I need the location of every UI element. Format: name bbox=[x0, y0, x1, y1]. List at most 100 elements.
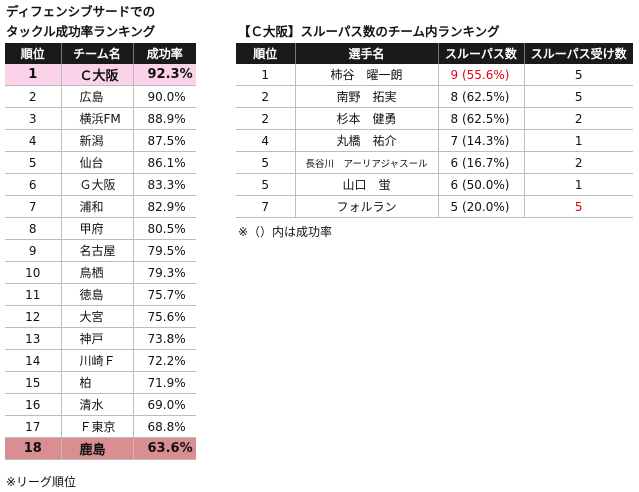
through-passes-cell: 8 (62.5%) bbox=[438, 107, 525, 130]
team-name-cell: Ｆ東京 bbox=[61, 415, 134, 438]
table-row: 12 大宮 75.6% bbox=[5, 305, 196, 328]
team-name-cell: Ｇ大阪 bbox=[61, 173, 134, 196]
rank-cell: 15 bbox=[5, 371, 62, 394]
success-rate-cell: 79.5% bbox=[133, 239, 196, 262]
header-through-passes: スルーパス数 bbox=[438, 43, 525, 64]
success-rate-cell: 69.0% bbox=[133, 393, 196, 416]
through-passes-received-cell: 5 bbox=[524, 85, 633, 108]
table-row: 7 フォルラン 5 (20.0%) 5 bbox=[236, 195, 633, 218]
success-rate-cell: 71.9% bbox=[133, 371, 196, 394]
left-title-line1: ディフェンシブサードでの bbox=[6, 4, 156, 19]
rank-cell: 12 bbox=[5, 305, 62, 328]
through-passes-received-cell: 5 bbox=[524, 195, 633, 218]
team-name-cell: 清水 bbox=[61, 393, 134, 416]
table-row: 17 Ｆ東京 68.8% bbox=[5, 415, 196, 438]
table-row: 2 南野 拓実 8 (62.5%) 5 bbox=[236, 85, 633, 108]
player-name-cell: 柿谷 曜一朗 bbox=[295, 64, 439, 86]
table-row: 2 広島 90.0% bbox=[5, 85, 196, 108]
success-rate-cell: 90.0% bbox=[133, 85, 196, 108]
team-name-cell: 徳島 bbox=[61, 283, 134, 306]
table-row: 18 鹿島 63.6% bbox=[5, 437, 196, 460]
team-name-cell: 鹿島 bbox=[61, 437, 134, 460]
success-rate-cell: 88.9% bbox=[133, 107, 196, 130]
right-title: 【Ｃ大阪】スルーパス数のチーム内ランキング bbox=[238, 24, 500, 39]
through-passes-received-cell: 1 bbox=[524, 129, 633, 152]
table-row: 1 Ｃ大阪 92.3% bbox=[5, 64, 196, 86]
table-row: 13 神戸 73.8% bbox=[5, 327, 196, 350]
team-name-cell: 浦和 bbox=[61, 195, 134, 218]
through-passes-received-cell: 1 bbox=[524, 173, 633, 196]
success-rate-cell: 72.2% bbox=[133, 349, 196, 372]
rank-cell: 7 bbox=[5, 195, 62, 218]
through-passes-cell: 8 (62.5%) bbox=[438, 85, 525, 108]
table-header-row: 順位 選手名 スルーパス数 スルーパス受け数 bbox=[236, 43, 633, 64]
success-rate-note: ※（）内は成功率 bbox=[238, 225, 333, 239]
through-passes-received-cell: 5 bbox=[524, 64, 633, 86]
rank-cell: 7 bbox=[236, 195, 296, 218]
rank-cell: 2 bbox=[236, 85, 296, 108]
header-rank: 順位 bbox=[236, 43, 296, 64]
team-name-cell: 名古屋 bbox=[61, 239, 134, 262]
success-rate-cell: 83.3% bbox=[133, 173, 196, 196]
player-name-cell: 南野 拓実 bbox=[295, 85, 439, 108]
success-rate-cell: 92.3% bbox=[133, 64, 196, 86]
rank-cell: 11 bbox=[5, 283, 62, 306]
team-name-cell: 横浜FM bbox=[61, 107, 134, 130]
through-passes-cell: 9 (55.6%) bbox=[438, 64, 525, 86]
through-passes-cell: 6 (16.7%) bbox=[438, 151, 525, 174]
table-row: 4 丸橋 祐介 7 (14.3%) 1 bbox=[236, 129, 633, 152]
table-row: 5 仙台 86.1% bbox=[5, 151, 196, 174]
left-title: ディフェンシブサードでの タックル成功率ランキング bbox=[6, 2, 155, 42]
left-title-line2: タックル成功率ランキング bbox=[6, 24, 156, 39]
team-name-cell: 川崎Ｆ bbox=[61, 349, 134, 372]
rank-cell: 2 bbox=[5, 85, 62, 108]
table-row: 11 徳島 75.7% bbox=[5, 283, 196, 306]
team-name-cell: 神戸 bbox=[61, 327, 134, 350]
through-passes-cell: 7 (14.3%) bbox=[438, 129, 525, 152]
table-row: 6 Ｇ大阪 83.3% bbox=[5, 173, 196, 196]
table-row: 5 長谷川 アーリアジャスール 6 (16.7%) 2 bbox=[236, 151, 633, 174]
rank-cell: 6 bbox=[5, 173, 62, 196]
rank-cell: 4 bbox=[5, 129, 62, 152]
table-row: 7 浦和 82.9% bbox=[5, 195, 196, 218]
player-name-cell: フォルラン bbox=[295, 195, 439, 218]
player-name-cell: 山口 蛍 bbox=[295, 173, 439, 196]
rank-cell: 14 bbox=[5, 349, 62, 372]
rank-cell: 4 bbox=[236, 129, 296, 152]
player-name-cell: 丸橋 祐介 bbox=[295, 129, 439, 152]
table-row: 14 川崎Ｆ 72.2% bbox=[5, 349, 196, 372]
table-row: 3 横浜FM 88.9% bbox=[5, 107, 196, 130]
rank-cell: 8 bbox=[5, 217, 62, 240]
team-name-cell: 柏 bbox=[61, 371, 134, 394]
header-player: 選手名 bbox=[295, 43, 439, 64]
success-rate-cell: 73.8% bbox=[133, 327, 196, 350]
team-name-cell: 仙台 bbox=[61, 151, 134, 174]
header-team: チーム名 bbox=[61, 43, 134, 64]
table-row: 9 名古屋 79.5% bbox=[5, 239, 196, 262]
success-rate-cell: 87.5% bbox=[133, 129, 196, 152]
table-row: 4 新潟 87.5% bbox=[5, 129, 196, 152]
success-rate-cell: 75.7% bbox=[133, 283, 196, 306]
table-row: 15 柏 71.9% bbox=[5, 371, 196, 394]
rank-cell: 3 bbox=[5, 107, 62, 130]
through-passes-cell: 5 (20.0%) bbox=[438, 195, 525, 218]
rank-cell: 2 bbox=[236, 107, 296, 130]
success-rate-cell: 68.8% bbox=[133, 415, 196, 438]
team-name-cell: Ｃ大阪 bbox=[61, 64, 134, 86]
team-tackle-ranking-table: 順位 チーム名 成功率 1 Ｃ大阪 92.3% 2 広島 90.0% 3 横浜FM 88.9% 4… bbox=[5, 43, 196, 460]
rank-cell: 9 bbox=[5, 239, 62, 262]
table-row: 2 杉本 健勇 8 (62.5%) 2 bbox=[236, 107, 633, 130]
rank-cell: 5 bbox=[236, 173, 296, 196]
success-rate-cell: 82.9% bbox=[133, 195, 196, 218]
success-rate-cell: 75.6% bbox=[133, 305, 196, 328]
success-rate-cell: 86.1% bbox=[133, 151, 196, 174]
player-name-cell: 杉本 健勇 bbox=[295, 107, 439, 130]
success-rate-cell: 79.3% bbox=[133, 261, 196, 284]
rank-cell: 13 bbox=[5, 327, 62, 350]
rank-cell: 18 bbox=[5, 437, 62, 460]
through-passes-cell: 6 (50.0%) bbox=[438, 173, 525, 196]
rank-cell: 1 bbox=[5, 64, 62, 86]
player-name-cell: 長谷川 アーリアジャスール bbox=[295, 151, 439, 174]
header-rate: 成功率 bbox=[133, 43, 196, 64]
